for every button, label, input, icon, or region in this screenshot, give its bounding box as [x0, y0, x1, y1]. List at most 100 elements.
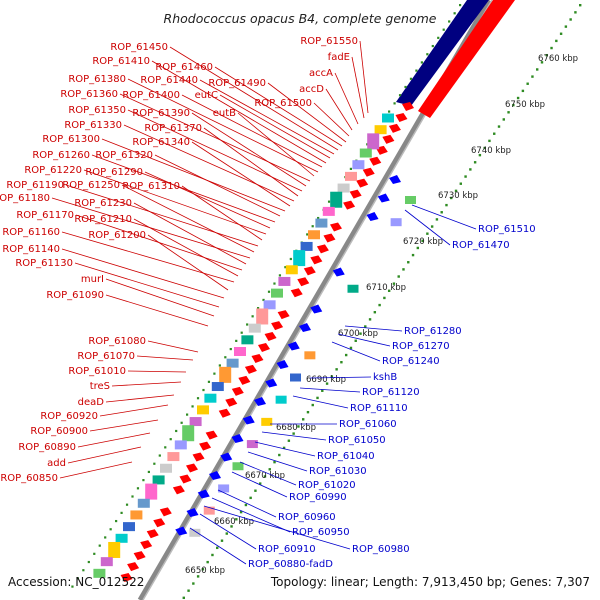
ruler-dot	[335, 368, 338, 371]
reverse-gene-arrow	[299, 323, 311, 332]
forward-label-leader	[61, 248, 225, 299]
reverse-gene-arrow	[377, 193, 390, 203]
left-ruler-dot	[246, 323, 249, 326]
forward-gene-label: ROP_61490	[208, 78, 266, 89]
forward-gene-label: ROP_61300	[42, 134, 100, 145]
ruler-dot	[430, 225, 434, 228]
forward-gene-arrow	[323, 233, 336, 243]
reverse-domain-block	[275, 395, 287, 404]
left-ruler-dot	[273, 282, 276, 285]
forward-gene-label: ROP_61260	[32, 150, 90, 161]
ruler-dot	[440, 211, 443, 214]
ruler-dot	[287, 439, 291, 442]
reverse-gene-label: kshB	[373, 372, 397, 383]
protein-domain-block	[352, 160, 365, 170]
ruler-dot	[502, 118, 505, 121]
left-ruler-dot	[175, 429, 178, 433]
protein-domain-block	[359, 148, 372, 158]
forward-label-leader	[67, 446, 142, 464]
reverse-domain-block	[246, 440, 258, 449]
ruler-dot	[182, 596, 185, 600]
ruler-dot	[359, 332, 362, 335]
forward-label-leader	[89, 419, 159, 432]
protein-domain-block	[308, 230, 320, 240]
reverse-gene-label: ROP_61470	[452, 240, 510, 251]
forward-label-leader	[154, 154, 281, 217]
forward-gene-arrow	[290, 288, 303, 298]
ruler-dot	[297, 425, 300, 428]
ruler-dot	[349, 346, 353, 350]
reverse-gene-arrow	[310, 304, 323, 314]
left-ruler-dot	[120, 511, 123, 514]
forward-gene-label: ROP_61390	[132, 108, 190, 119]
ruler-dot	[540, 61, 544, 64]
reverse-gene-arrow	[220, 452, 233, 462]
protein-domain-block	[315, 218, 328, 228]
protein-domain-block	[271, 288, 283, 298]
forward-gene-arrow	[349, 189, 362, 199]
forward-gene-label: ROP_61250	[62, 180, 120, 191]
protein-domain-block	[93, 568, 106, 578]
left-ruler-dot	[186, 413, 189, 416]
feature-track	[93, 102, 416, 583]
left-ruler-dot	[147, 470, 150, 474]
forward-label-leader	[105, 394, 175, 403]
ruler-dot	[450, 196, 453, 200]
protein-domain-block	[263, 300, 276, 310]
reverse-label-leader	[261, 431, 327, 441]
forward-gene-label: ROP_61350	[68, 105, 126, 116]
forward-label-leader	[144, 171, 271, 229]
left-ruler-dot	[404, 85, 407, 89]
forward-label-leader	[127, 78, 319, 173]
left-ruler-dot	[169, 438, 172, 441]
protein-domain-block	[322, 206, 335, 216]
forward-gene-label: ROP_61190	[6, 180, 64, 191]
left-ruler-dot	[409, 77, 413, 80]
ruler-dot	[187, 589, 190, 592]
protein-domain-block	[293, 250, 306, 267]
forward-gene-label: ROP_61070	[77, 351, 135, 362]
reverse-gene-label: ROP_61020	[298, 480, 356, 491]
forward-gene-arrow	[251, 353, 264, 363]
protein-domain-block	[204, 393, 217, 403]
forward-gene-label: ROP_60920	[40, 411, 98, 422]
ruler-dot	[459, 182, 462, 185]
ruler-dot	[325, 382, 329, 385]
protein-domain-block	[189, 417, 202, 427]
protein-domain-block	[300, 241, 313, 251]
ruler-dot	[311, 403, 314, 407]
ruler-dot	[249, 496, 252, 500]
left-ruler-dot	[164, 446, 167, 449]
protein-domain-block	[219, 366, 232, 383]
protein-domain-block	[123, 522, 135, 532]
forward-label-leader	[199, 79, 335, 155]
reverse-label-leader	[299, 387, 361, 393]
ruler-dot	[378, 303, 381, 307]
forward-gene-arrow	[153, 518, 166, 528]
forward-label-leader	[203, 127, 299, 197]
protein-domain-block	[330, 191, 343, 208]
protein-domain-block	[108, 541, 121, 558]
reverse-domain-block	[290, 373, 301, 382]
ruler-dot	[306, 410, 310, 414]
left-ruler-dot	[153, 462, 156, 465]
left-ruler-dot	[93, 552, 96, 555]
ruler-tick-label: 6660 kbp	[214, 517, 254, 527]
reverse-gene-arrow	[287, 341, 300, 351]
reverse-gene-arrow	[186, 508, 199, 517]
reverse-domain-block	[304, 351, 316, 360]
protein-domain-block	[197, 405, 209, 415]
forward-gene-arrow	[159, 507, 172, 517]
forward-gene-arrow	[369, 156, 382, 166]
ruler-dot	[564, 25, 568, 28]
reverse-domain-block	[405, 196, 416, 204]
left-ruler-dot	[393, 102, 396, 105]
forward-gene-label: ROP_61380	[68, 74, 126, 85]
reverse-gene-label: ROP_60910	[258, 544, 316, 555]
left-ruler-dot	[437, 36, 440, 39]
reverse-label-leader	[211, 497, 291, 533]
ruler-dot	[321, 389, 324, 392]
reverse-gene-label: ROP_61510	[478, 224, 536, 235]
ruler-dot	[364, 325, 367, 328]
